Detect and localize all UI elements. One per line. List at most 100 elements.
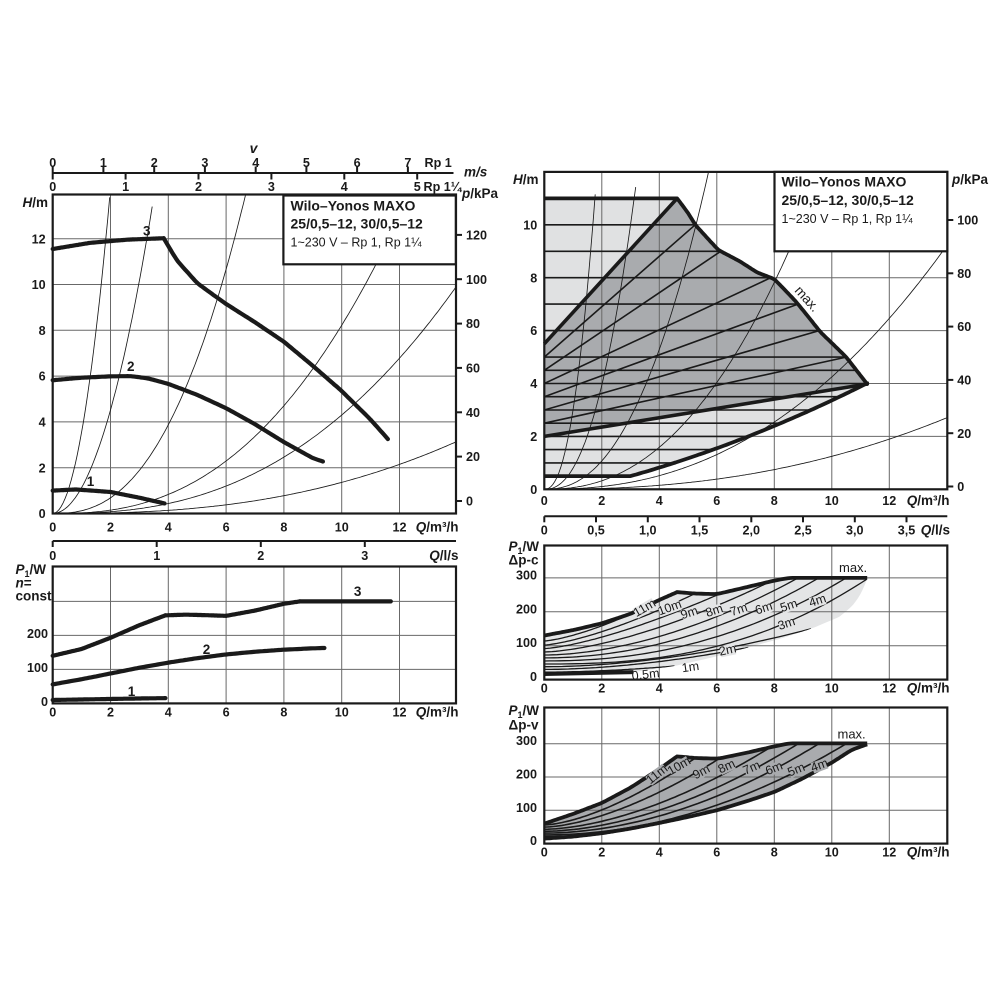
svg-text:1,5: 1,5	[691, 524, 709, 538]
svg-text:8m: 8m	[704, 601, 725, 620]
svg-text:p/kPa: p/kPa	[461, 186, 499, 201]
svg-text:2: 2	[203, 642, 211, 657]
svg-text:2: 2	[127, 359, 135, 374]
svg-text:Q/m³/h: Q/m³/h	[416, 705, 459, 720]
svg-text:max.: max.	[839, 560, 867, 575]
svg-text:20: 20	[466, 450, 480, 464]
svg-text:10: 10	[335, 706, 349, 720]
svg-text:4m: 4m	[807, 591, 828, 610]
svg-text:4: 4	[165, 521, 172, 535]
svg-text:4: 4	[252, 156, 259, 170]
svg-text:H/m: H/m	[513, 172, 539, 187]
svg-text:100: 100	[957, 214, 978, 228]
svg-text:8: 8	[530, 271, 537, 285]
svg-text:8m: 8m	[716, 756, 738, 776]
svg-text:0: 0	[957, 480, 964, 494]
svg-text:25/0,5–12, 30/0,5–12: 25/0,5–12, 30/0,5–12	[291, 215, 424, 231]
svg-text:7m: 7m	[728, 600, 749, 619]
svg-text:max.: max.	[838, 727, 866, 742]
svg-text:1,0: 1,0	[639, 524, 657, 538]
svg-text:3: 3	[354, 584, 362, 599]
svg-text:80: 80	[466, 317, 480, 331]
svg-text:6m: 6m	[763, 759, 784, 778]
svg-text:1: 1	[100, 156, 107, 170]
svg-text:100: 100	[27, 661, 48, 675]
svg-text:2: 2	[151, 156, 158, 170]
svg-text:8: 8	[771, 846, 778, 860]
svg-text:2: 2	[195, 180, 202, 194]
svg-text:4: 4	[530, 377, 537, 391]
svg-text:4: 4	[656, 682, 663, 696]
svg-text:p/kPa: p/kPa	[951, 172, 989, 187]
svg-text:6: 6	[713, 682, 720, 696]
svg-text:300: 300	[516, 568, 537, 582]
svg-text:0: 0	[49, 156, 56, 170]
svg-text:1~230 V – Rp 1, Rp 1¼: 1~230 V – Rp 1, Rp 1¼	[782, 212, 914, 226]
svg-text:Δp-v: Δp-v	[509, 718, 539, 733]
svg-text:0: 0	[530, 834, 537, 848]
svg-text:9m: 9m	[679, 603, 700, 622]
svg-text:200: 200	[516, 768, 537, 782]
svg-text:0: 0	[49, 180, 56, 194]
svg-text:7m: 7m	[741, 758, 763, 778]
svg-text:10: 10	[335, 521, 349, 535]
svg-text:2: 2	[39, 461, 46, 475]
svg-text:0: 0	[39, 507, 46, 521]
svg-text:m/s: m/s	[464, 165, 488, 180]
svg-text:2: 2	[107, 521, 114, 535]
svg-text:8: 8	[771, 682, 778, 696]
svg-text:12: 12	[882, 846, 896, 860]
svg-text:100: 100	[516, 636, 537, 650]
svg-text:Rp 1¼: Rp 1¼	[424, 180, 463, 194]
svg-text:3,0: 3,0	[846, 524, 864, 538]
svg-text:200: 200	[27, 627, 48, 641]
svg-text:6: 6	[39, 370, 46, 384]
svg-text:1m: 1m	[681, 659, 700, 675]
svg-text:6: 6	[223, 706, 230, 720]
svg-text:2: 2	[107, 706, 114, 720]
svg-text:4: 4	[656, 494, 663, 508]
svg-text:0: 0	[541, 524, 548, 538]
svg-text:3m: 3m	[776, 614, 797, 633]
svg-text:0: 0	[541, 682, 548, 696]
svg-text:6: 6	[713, 846, 720, 860]
svg-text:8: 8	[39, 324, 46, 338]
svg-text:1: 1	[122, 180, 129, 194]
svg-text:2: 2	[530, 430, 537, 444]
svg-text:12: 12	[392, 706, 406, 720]
svg-text:6m: 6m	[753, 599, 774, 618]
svg-text:10: 10	[825, 682, 839, 696]
svg-text:Q/m³/h: Q/m³/h	[907, 845, 950, 860]
svg-text:40: 40	[466, 406, 480, 420]
svg-text:P1/W: P1/W	[509, 703, 540, 720]
svg-text:4: 4	[165, 706, 172, 720]
svg-text:n=: n=	[16, 575, 32, 590]
svg-text:const: const	[16, 589, 53, 604]
svg-text:10: 10	[825, 846, 839, 860]
svg-text:60: 60	[466, 362, 480, 376]
svg-text:1: 1	[128, 684, 136, 699]
svg-text:2: 2	[257, 549, 264, 563]
svg-text:0: 0	[530, 670, 537, 684]
svg-text:25/0,5–12, 30/0,5–12: 25/0,5–12, 30/0,5–12	[782, 192, 915, 208]
svg-text:4: 4	[656, 846, 663, 860]
svg-text:200: 200	[516, 602, 537, 616]
svg-text:1: 1	[153, 549, 160, 563]
svg-text:12: 12	[882, 494, 896, 508]
svg-text:3: 3	[268, 180, 275, 194]
svg-text:10: 10	[825, 494, 839, 508]
svg-text:0: 0	[530, 483, 537, 497]
svg-text:Q/m³/h: Q/m³/h	[907, 493, 950, 508]
svg-text:0: 0	[49, 521, 56, 535]
svg-text:5m: 5m	[778, 596, 799, 615]
svg-text:4: 4	[341, 180, 348, 194]
svg-text:40: 40	[957, 374, 971, 388]
svg-text:3,5: 3,5	[898, 524, 916, 538]
svg-text:0: 0	[466, 495, 473, 509]
svg-text:8: 8	[771, 494, 778, 508]
svg-text:3: 3	[361, 549, 368, 563]
svg-text:Q/m³/h: Q/m³/h	[416, 520, 459, 535]
svg-text:3: 3	[201, 156, 208, 170]
svg-text:0,5: 0,5	[587, 524, 605, 538]
svg-text:6: 6	[354, 156, 361, 170]
